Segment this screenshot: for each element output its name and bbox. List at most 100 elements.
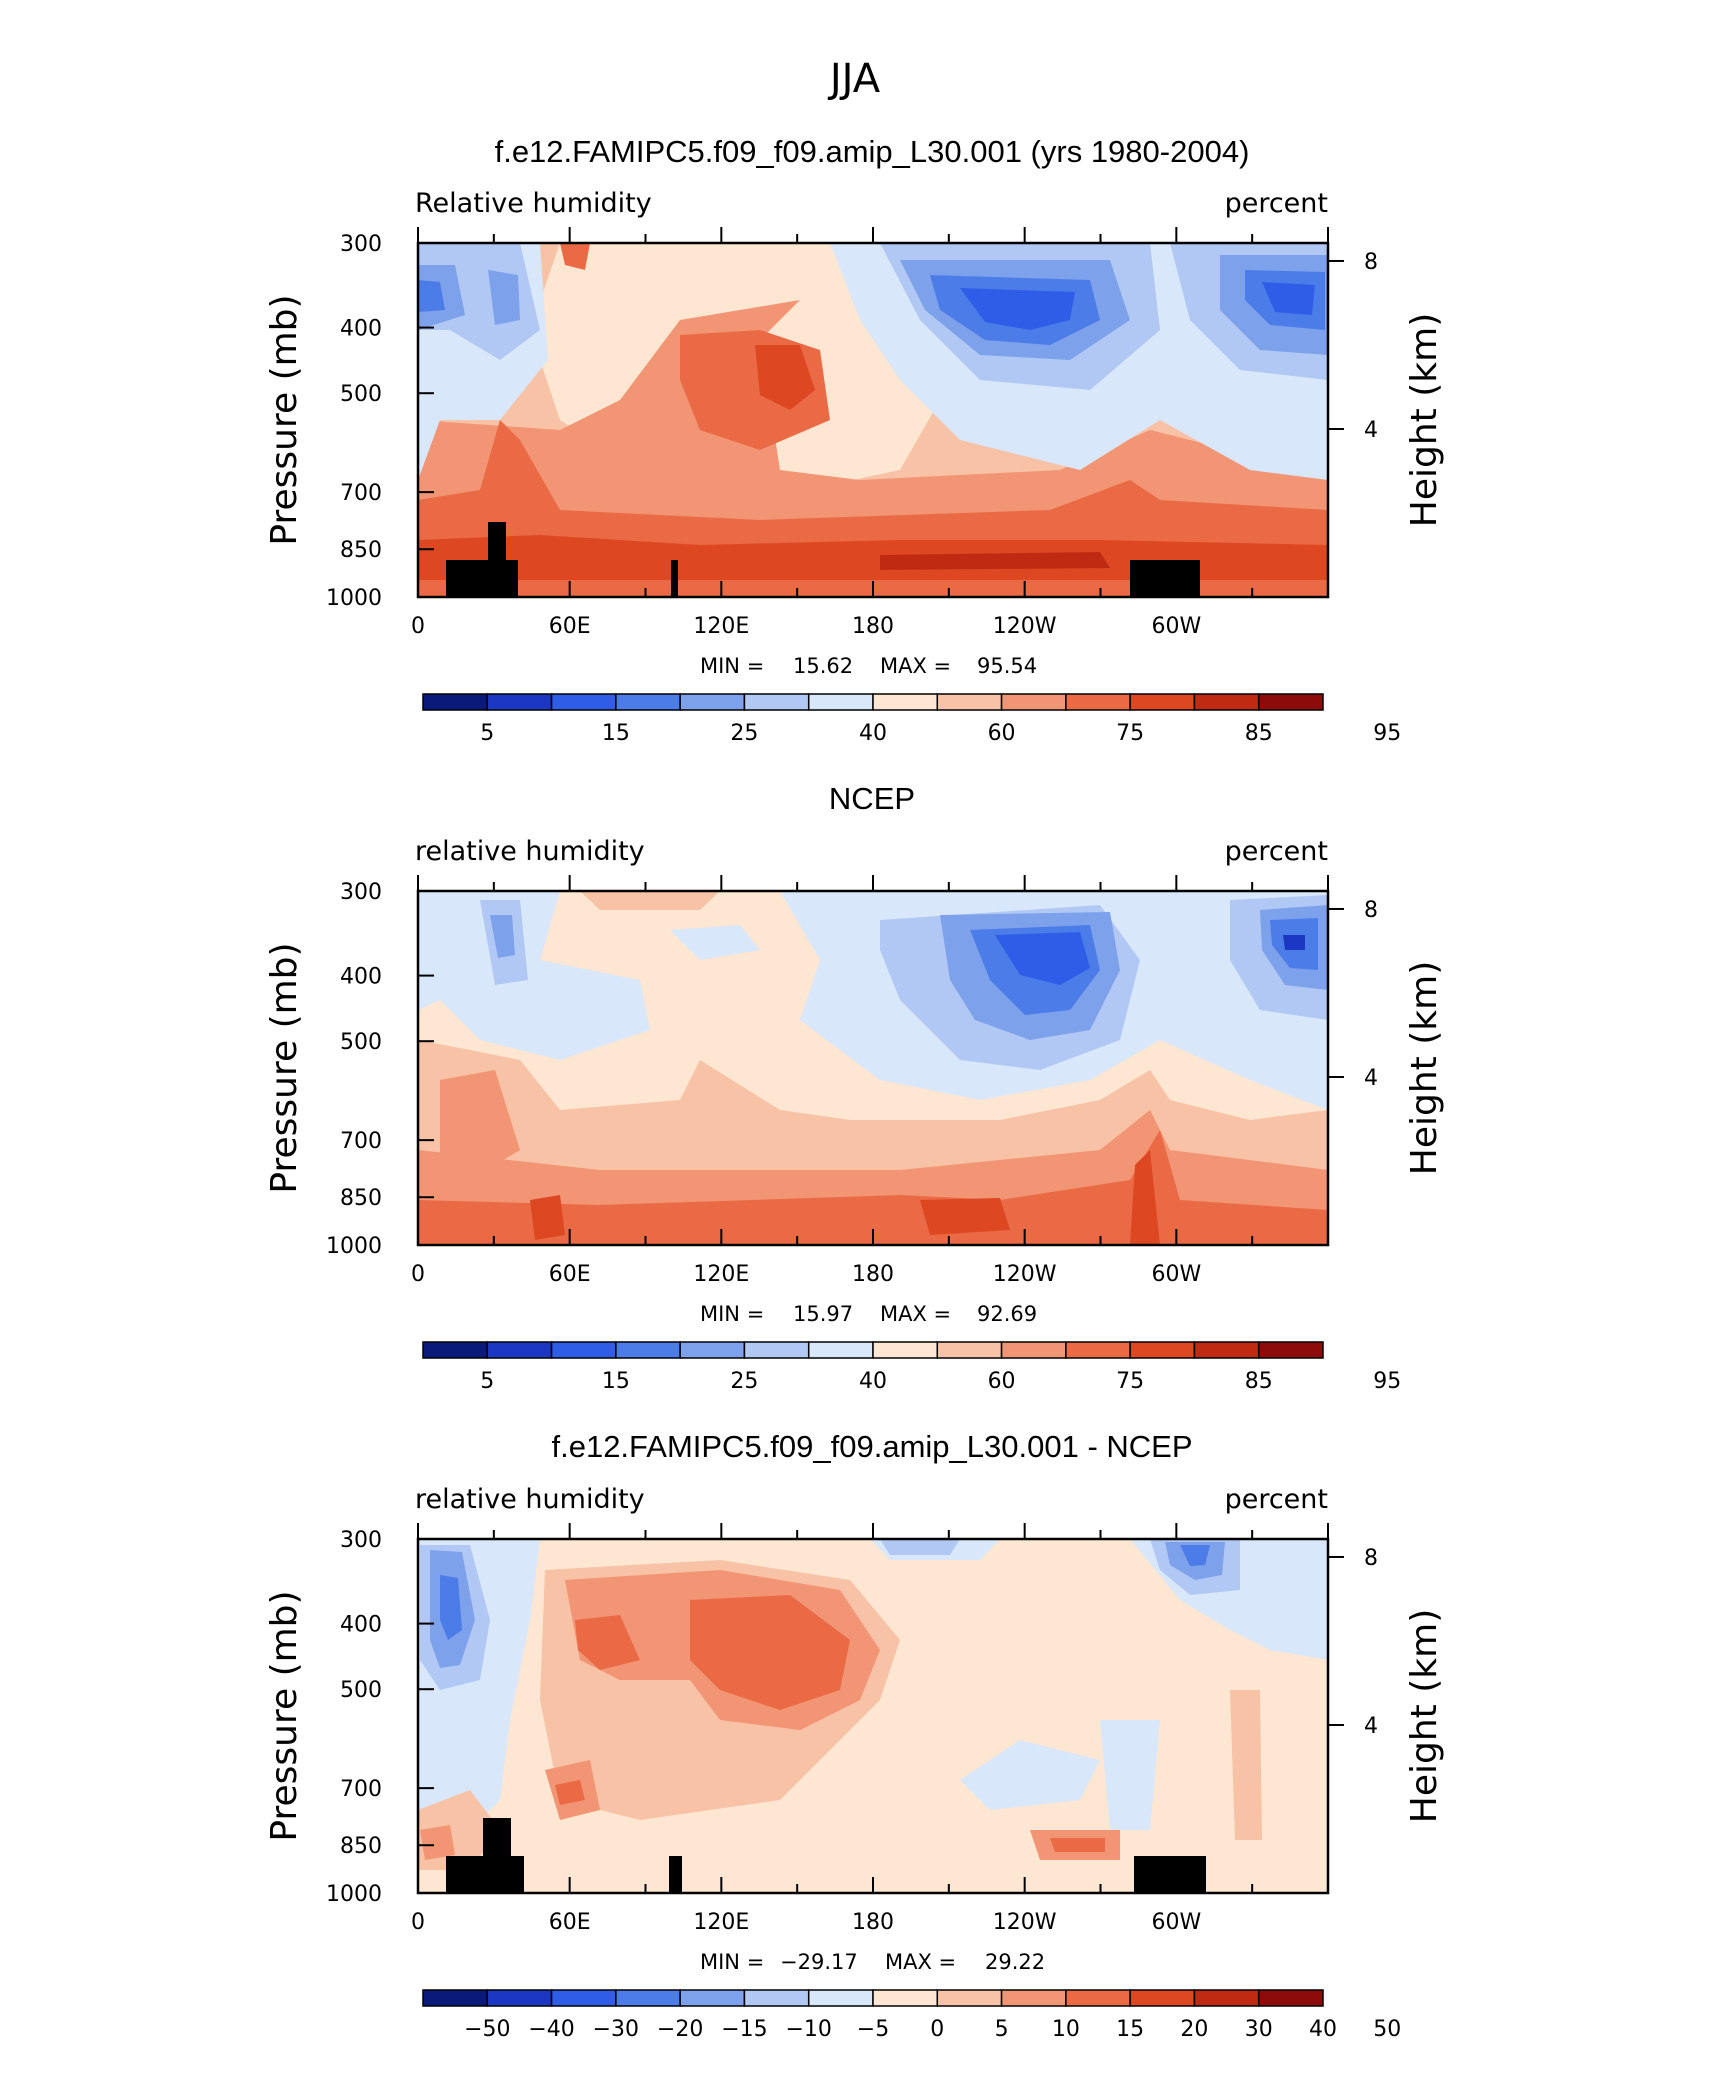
y-tick-label: 300 (340, 880, 382, 905)
y-tick-label: 700 (340, 1129, 382, 1154)
colorbar-swatch (1065, 1341, 1131, 1359)
min-label: MIN = (700, 654, 764, 678)
panel-title: f.e12.FAMIPC5.f09_f09.amip_L30.001 - NCE… (551, 1429, 1192, 1464)
y-axis-title: Pressure (mb) (264, 942, 305, 1193)
colorbar-swatch (1193, 1989, 1260, 2007)
x-tick-label: 180 (852, 1910, 894, 1935)
colorbar-swatch (1257, 1989, 1324, 2007)
colorbar-swatch (550, 1341, 617, 1359)
colorbar-swatch (936, 1989, 1003, 2007)
y-axis-title: Pressure (mb) (264, 294, 305, 545)
colorbar-label: 95 (1373, 721, 1401, 746)
contour-region-red (418, 1130, 1328, 1245)
contour-region-blue-core (1262, 282, 1315, 315)
colorbar-swatch (1000, 1341, 1067, 1359)
contour-region-red-band (418, 535, 1328, 580)
colorbar-swatch (1193, 693, 1260, 711)
colorbar-swatch (1065, 1989, 1131, 2007)
colorbar-swatch (486, 1989, 553, 2007)
y-tick-label: 1000 (326, 1882, 382, 1907)
colorbar-label: 5 (480, 721, 494, 746)
contour-region-red (440, 1070, 520, 1180)
colorbar-label: 15 (602, 721, 630, 746)
contour-region-red-band (880, 552, 1110, 570)
x-tick-label: 60E (549, 614, 591, 639)
panel-ncep: NCEP relative humidity percent (264, 781, 1445, 1394)
contour-field (418, 891, 1328, 1245)
land-mask (669, 1856, 682, 1893)
colorbar-label: −5 (857, 2017, 889, 2042)
colorbar-swatch (615, 693, 681, 711)
x-tick-label: 0 (411, 1910, 425, 1935)
y-tick-label: 500 (340, 382, 382, 407)
colorbar-swatch (550, 693, 617, 711)
x-tick-label: 180 (852, 1262, 894, 1287)
contour-region-pos-dark (690, 1595, 850, 1710)
colorbar-swatch (807, 693, 874, 711)
min-value: 15.97 (793, 1302, 853, 1326)
colorbar-swatch (615, 1989, 681, 2007)
contour-region-orange-top (560, 243, 590, 270)
contour-region-red-dark (920, 1198, 1010, 1235)
colorbar-label: 95 (1373, 1369, 1401, 1394)
y-right-tick-label: 8 (1364, 1546, 1378, 1571)
contour-region-red-dark (1130, 1150, 1160, 1245)
colorbar-swatch (807, 1989, 874, 2007)
colorbar-swatch (872, 1989, 939, 2007)
panel-difference: f.e12.FAMIPC5.f09_f09.amip_L30.001 - NCE… (264, 1429, 1445, 2042)
colorbar-swatch (1257, 1341, 1324, 1359)
colorbar-label: 10 (1052, 2017, 1080, 2042)
panel-title: f.e12.FAMIPC5.f09_f09.amip_L30.001 (yrs … (495, 134, 1250, 169)
colorbar-swatch (872, 693, 939, 711)
x-tick-label: 60W (1151, 614, 1201, 639)
y-axis-title: Pressure (mb) (264, 1590, 305, 1841)
contour-field (418, 1539, 1328, 1893)
colorbar-swatch (1257, 693, 1324, 711)
contour-region-orange-top (580, 891, 720, 910)
colorbar-label: −20 (657, 2017, 703, 2042)
min-value: −29.17 (780, 1950, 858, 1974)
y-tick-label: 400 (340, 1613, 382, 1638)
y-tick-label: 850 (340, 1186, 382, 1211)
colorbar-label: 5 (995, 2017, 1009, 2042)
colorbar-label: 75 (1116, 721, 1144, 746)
land-mask (671, 560, 678, 597)
max-value: 95.54 (977, 654, 1037, 678)
contour-region-blue-core (440, 1575, 462, 1640)
x-tick-label: 120W (993, 1262, 1057, 1287)
max-label: MAX = (885, 1950, 956, 1974)
y-axis-title-right: Height (km) (1404, 961, 1445, 1175)
y-tick-label: 850 (340, 1834, 382, 1859)
colorbar-swatch (936, 1341, 1003, 1359)
contour-field (418, 243, 1328, 597)
land-mask (1134, 1856, 1206, 1893)
contour-region-blue-light (670, 925, 760, 960)
colorbar-swatch (422, 693, 489, 711)
contour-region-pos-light (1230, 1690, 1262, 1840)
x-tick-label: 60W (1151, 1910, 1201, 1935)
y-tick-label: 500 (340, 1678, 382, 1703)
y-tick-label: 700 (340, 481, 382, 506)
colorbar-label: 40 (859, 1369, 887, 1394)
colorbar-swatch (1129, 1989, 1196, 2007)
colorbar-label: 85 (1245, 1369, 1273, 1394)
y-tick-label: 400 (340, 317, 382, 342)
y-tick-label: 1000 (326, 1234, 382, 1259)
contour-region-blue-dark (418, 280, 445, 312)
land-mask (483, 1818, 511, 1858)
variable-label: relative humidity (415, 836, 645, 867)
panel-model: f.e12.FAMIPC5.f09_f09.amip_L30.001 (yrs … (264, 134, 1445, 746)
contour-region-red-dark (755, 345, 815, 410)
contour-region-red-dark (530, 1195, 565, 1240)
y-tick-label: 300 (340, 232, 382, 257)
contour-region-blue-light (418, 891, 650, 1060)
y-right-tick-label: 4 (1364, 418, 1378, 443)
x-tick-label: 60W (1151, 1262, 1201, 1287)
contour-region-pos-mid (420, 1825, 455, 1860)
y-right-tick-label: 8 (1364, 898, 1378, 923)
contour-region-blue-mid (488, 270, 520, 325)
colorbar-swatch (1000, 1989, 1067, 2007)
x-tick-label: 0 (411, 1262, 425, 1287)
variable-label: Relative humidity (415, 188, 652, 219)
